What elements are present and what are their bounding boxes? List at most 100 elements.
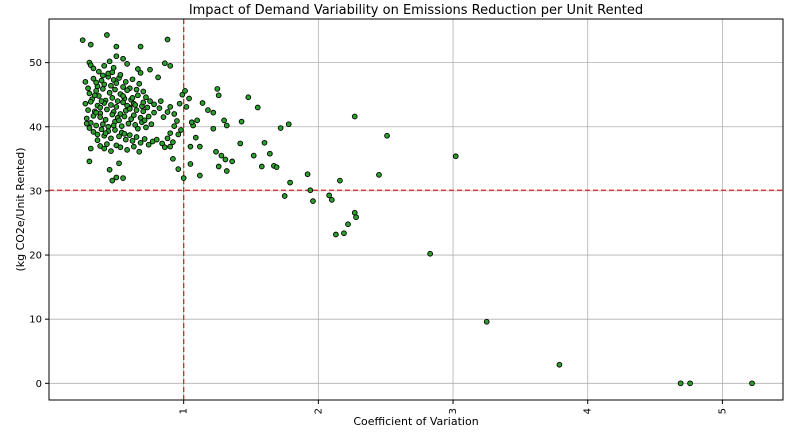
data-point [258,163,265,170]
y-tick-label: 20 [29,251,42,262]
data-point [135,66,141,72]
data-point [93,109,99,116]
data-point [287,179,293,186]
data-point [85,107,91,113]
data-point [215,92,222,99]
data-point [104,106,110,113]
data-point [222,156,229,163]
data-point [140,99,147,106]
data-point [196,172,203,179]
data-point [136,80,143,87]
data-point [137,70,144,76]
data-point [194,117,200,124]
data-point [120,99,126,106]
data-point [126,105,133,112]
data-point [326,192,332,199]
data-point [94,131,101,138]
data-point [124,87,130,94]
data-point [109,177,116,184]
data-point [136,148,143,155]
data-point [114,98,121,104]
data-point [140,88,147,95]
data-point [196,143,203,150]
data-point [687,380,693,387]
data-point [155,74,161,81]
data-point [254,104,261,111]
data-point [133,134,140,140]
data-point [91,92,98,99]
data-point [452,153,459,160]
data-point [218,152,225,159]
data-point [100,72,106,79]
data-point [113,174,120,181]
data-point [94,137,101,144]
data-point [167,130,174,137]
y-tick-label: 40 [29,122,42,133]
data-point [97,143,104,149]
data-point [144,104,151,111]
data-point [117,71,124,78]
data-point [376,172,382,178]
data-point [214,86,221,92]
data-point [120,175,126,181]
data-point [82,100,89,107]
data-point [353,214,359,221]
data-point [97,104,104,111]
data-point [141,136,148,142]
data-point [273,164,280,171]
data-point [164,109,171,115]
data-point [126,132,133,138]
data-point [170,139,176,146]
data-point [157,98,164,104]
data-point [175,131,182,138]
data-point [106,89,113,96]
data-point [113,80,120,86]
data-point [83,120,90,127]
y-tick-label: 30 [29,186,42,197]
data-point [237,140,244,147]
data-point [86,90,93,97]
data-point [147,66,153,73]
plot-frame [48,18,784,401]
data-point [90,75,97,82]
data-point [175,166,182,172]
data-point [210,125,217,132]
data-point [145,141,152,148]
data-point [164,36,171,43]
data-point [100,86,106,92]
data-point [102,116,109,123]
data-point [101,145,108,152]
data-point [328,197,335,203]
data-point [108,148,114,154]
data-point [121,130,128,137]
y-axis-ticks: 0 10 20 30 40 50 [29,58,49,390]
data-point [556,361,563,368]
data-point [106,166,113,173]
data-point [245,94,252,101]
data-point [205,107,211,113]
data-point [161,144,168,151]
data-point [121,113,128,120]
data-point [104,141,110,147]
data-point [108,135,114,142]
data-point [109,95,116,101]
data-point [137,139,144,146]
data-point [147,98,153,104]
data-point [159,140,165,147]
data-point [160,114,167,120]
data-point [277,125,284,131]
data-point [153,136,160,143]
data-point [281,193,288,199]
data-point [110,122,117,129]
data-point [97,114,104,120]
data-point [341,230,347,237]
data-point [95,68,102,75]
data-point [180,175,187,181]
data-point [129,76,136,83]
data-point [100,121,106,128]
data-point [250,152,257,159]
data-point [167,62,174,69]
data-point [86,125,93,131]
data-point [151,101,157,108]
data-point [285,121,292,128]
